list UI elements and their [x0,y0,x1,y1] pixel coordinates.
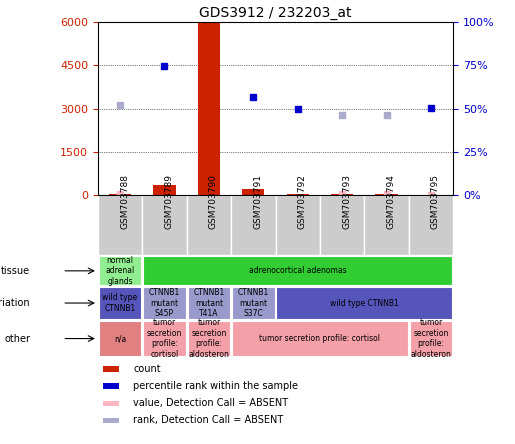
Text: tissue: tissue [1,266,30,276]
Text: rank, Detection Call = ABSENT: rank, Detection Call = ABSENT [133,415,283,425]
Bar [331,194,353,195]
Bar [102,418,118,423]
Bar [153,185,176,195]
FancyBboxPatch shape [409,321,452,356]
Text: genotype/variation: genotype/variation [0,298,30,308]
FancyBboxPatch shape [276,195,320,255]
Text: GSM703792: GSM703792 [298,174,307,229]
Text: tumor
secretion
profile:
cortisol: tumor secretion profile: cortisol [147,318,182,359]
FancyBboxPatch shape [99,256,142,285]
FancyBboxPatch shape [143,287,186,319]
FancyBboxPatch shape [320,195,364,255]
Text: tumor
secretion
profile:
aldosteron: tumor secretion profile: aldosteron [410,318,452,359]
FancyBboxPatch shape [409,195,453,255]
Text: tumor
secretion
profile:
aldosteron: tumor secretion profile: aldosteron [188,318,229,359]
Text: tumor secretion profile: cortisol: tumor secretion profile: cortisol [260,334,381,343]
FancyBboxPatch shape [277,287,452,319]
Text: GSM703789: GSM703789 [164,174,174,229]
Bar [109,194,131,195]
Text: GSM703790: GSM703790 [209,174,218,229]
Text: CTNNB1
mutant
S37C: CTNNB1 mutant S37C [238,288,269,318]
Text: CTNNB1
mutant
S45P: CTNNB1 mutant S45P [149,288,180,318]
Text: wild type
CTNNB1: wild type CTNNB1 [102,293,138,313]
FancyBboxPatch shape [99,287,142,319]
FancyBboxPatch shape [143,256,452,285]
Text: count: count [133,364,161,374]
Bar [102,366,118,372]
FancyBboxPatch shape [142,195,186,255]
FancyBboxPatch shape [232,321,408,356]
Text: normal
adrenal
glands: normal adrenal glands [106,256,135,286]
FancyBboxPatch shape [232,287,274,319]
Text: GSM703788: GSM703788 [120,174,129,229]
FancyBboxPatch shape [186,195,231,255]
Text: adrenocortical adenomas: adrenocortical adenomas [249,266,347,275]
FancyBboxPatch shape [99,321,142,356]
FancyBboxPatch shape [187,321,230,356]
Bar [287,194,309,195]
Text: wild type CTNNB1: wild type CTNNB1 [330,298,399,308]
Text: n/a: n/a [114,334,126,343]
Text: GSM703791: GSM703791 [253,174,262,229]
FancyBboxPatch shape [364,195,409,255]
Bar [102,384,118,389]
Title: GDS3912 / 232203_at: GDS3912 / 232203_at [199,6,352,20]
FancyBboxPatch shape [143,321,186,356]
Text: GSM703795: GSM703795 [431,174,440,229]
FancyBboxPatch shape [98,195,142,255]
Bar [375,194,398,195]
Bar [242,189,264,195]
Text: GSM703793: GSM703793 [342,174,351,229]
Bar [198,22,220,195]
Bar [102,400,118,406]
Text: CTNNB1
mutant
T41A: CTNNB1 mutant T41A [193,288,225,318]
FancyBboxPatch shape [187,287,230,319]
Text: percentile rank within the sample: percentile rank within the sample [133,381,298,391]
Text: GSM703794: GSM703794 [387,174,396,229]
Text: value, Detection Call = ABSENT: value, Detection Call = ABSENT [133,398,288,408]
FancyBboxPatch shape [231,195,276,255]
Text: other: other [4,333,30,344]
